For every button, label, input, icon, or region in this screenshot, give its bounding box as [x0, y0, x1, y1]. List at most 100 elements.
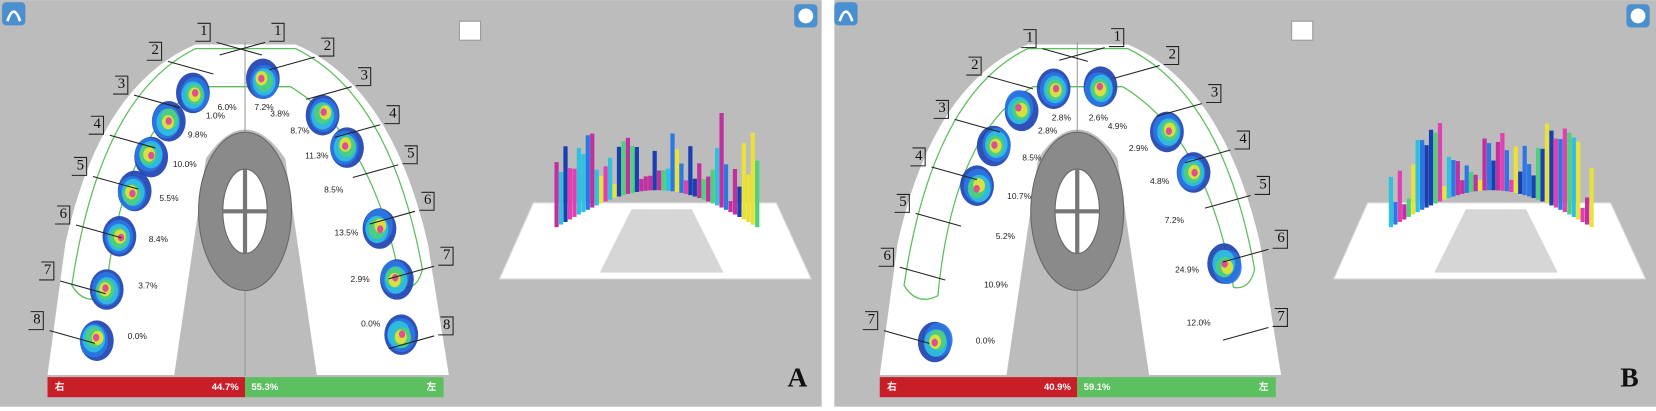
force-column-3d — [607, 157, 613, 200]
contact-blob — [1096, 82, 1104, 91]
force-column-3d — [719, 113, 724, 208]
tooth-divider — [49, 330, 96, 344]
tooth-bracket — [402, 145, 418, 165]
force-column-3d — [1473, 174, 1478, 192]
tooth-number: 2 — [324, 38, 331, 54]
tooth-number: 3 — [118, 76, 125, 92]
tooth-number: 5 — [1259, 176, 1266, 192]
tooth-percent: 8.5% — [1022, 153, 1042, 163]
tooth-bracket — [384, 105, 400, 125]
tooth-percent: 2.9% — [351, 274, 371, 284]
tooth-bracket — [878, 247, 895, 267]
tooth-divider — [216, 41, 263, 56]
tooth-divider — [1222, 248, 1269, 263]
tooth-percent: 1.0% — [206, 110, 226, 120]
panel-letter: A — [787, 363, 807, 393]
force-column-3d — [1455, 161, 1460, 196]
tooth-percent: 13.5% — [334, 228, 358, 238]
arch-icon[interactable] — [2, 2, 26, 26]
right-label: 右 — [54, 381, 65, 393]
force-column-3d — [1437, 123, 1443, 202]
force-column-3d — [679, 163, 684, 193]
force-column-3d — [1562, 128, 1567, 213]
force-column-3d — [1486, 143, 1492, 191]
tooth-divider — [954, 118, 1001, 133]
force-column-3d — [639, 178, 644, 192]
force-column-3d — [1433, 132, 1438, 204]
force-column-3d — [741, 143, 746, 220]
tooth-divider — [388, 335, 435, 350]
tooth-percent: 4.8% — [1150, 176, 1170, 186]
tooth-bracket — [438, 316, 454, 336]
force-column-3d — [612, 183, 617, 199]
force-column-3d — [1567, 132, 1572, 215]
tooth-bracket — [28, 311, 44, 331]
force-column-3d — [616, 146, 622, 197]
contact-blob — [320, 108, 327, 116]
force-column-3d — [1571, 137, 1576, 217]
contact-blob — [191, 89, 199, 97]
tooth-percent: 7.2% — [254, 102, 274, 112]
tooth-percent: 8.5% — [324, 184, 344, 194]
tooth-percent: 0.0% — [361, 319, 381, 329]
contact-blob — [973, 184, 980, 193]
force-column-3d — [1553, 138, 1559, 208]
plane-arch-3d — [599, 209, 724, 273]
tooth-number: 1 — [274, 23, 281, 39]
tooth-percent: 8.7% — [290, 125, 310, 135]
force-column-3d — [1491, 160, 1496, 191]
force-column-3d — [697, 163, 702, 199]
right-force-bar — [47, 377, 246, 398]
tooth-number: 7 — [868, 311, 875, 327]
tooth-number: 6 — [883, 248, 890, 264]
force-column-3d — [1464, 165, 1469, 193]
force-column-3d — [1527, 164, 1532, 197]
tooth-divider — [388, 265, 435, 280]
force-column-3d — [692, 178, 697, 197]
tooth-percent: 8.4% — [149, 234, 169, 244]
tooth-percent: 5.5% — [159, 193, 179, 203]
panel-letter: B — [1620, 363, 1638, 393]
tool-icon[interactable] — [458, 20, 482, 41]
arch-icon-glyph — [6, 10, 22, 22]
force-column-3d — [1522, 145, 1527, 196]
force-column-3d — [1580, 207, 1585, 223]
force-column-3d — [1420, 140, 1425, 210]
force-column-3d — [661, 170, 666, 191]
force-column-3d — [1495, 141, 1501, 191]
tooth-bracket — [195, 22, 211, 42]
force-column-3d — [701, 179, 706, 200]
tooth-divider — [1156, 103, 1203, 117]
force-column-3d — [625, 137, 631, 194]
force-column-3d — [723, 164, 729, 210]
tooth-divider — [883, 330, 930, 344]
tooth-number: 7 — [1277, 308, 1284, 324]
tooth-bracket — [438, 246, 454, 266]
tooth-number: 6 — [60, 206, 67, 222]
tooth-percent: 11.3% — [305, 151, 329, 161]
force-column-3d — [714, 147, 720, 206]
arch-icon[interactable] — [834, 2, 858, 26]
tooth-percent: 3.7% — [138, 281, 158, 291]
tooth-bracket — [910, 147, 926, 167]
tool-icon[interactable] — [1291, 20, 1314, 41]
tooth-bracket — [88, 115, 105, 135]
tooth-number: 7 — [44, 262, 51, 278]
contact-blob — [991, 141, 998, 149]
force-column-3d — [652, 150, 657, 191]
tooth-number: 3 — [938, 100, 945, 116]
tooth-bracket — [1272, 229, 1288, 249]
force-column-3d — [706, 176, 711, 202]
contact-blob — [1052, 84, 1060, 93]
force-column-3d — [1397, 170, 1402, 223]
force-column-3d — [737, 186, 742, 217]
tooth-percent: 2.6% — [1089, 113, 1109, 123]
force-column-3d — [1576, 141, 1581, 220]
tooth-bracket — [1272, 307, 1288, 327]
force-column-3d — [1424, 145, 1429, 208]
force-column-3d — [1469, 171, 1474, 192]
left-value: 59.1% — [1084, 382, 1111, 393]
tooth-percent: 9.8% — [188, 130, 208, 140]
tooth-number: 1 — [1026, 29, 1033, 45]
